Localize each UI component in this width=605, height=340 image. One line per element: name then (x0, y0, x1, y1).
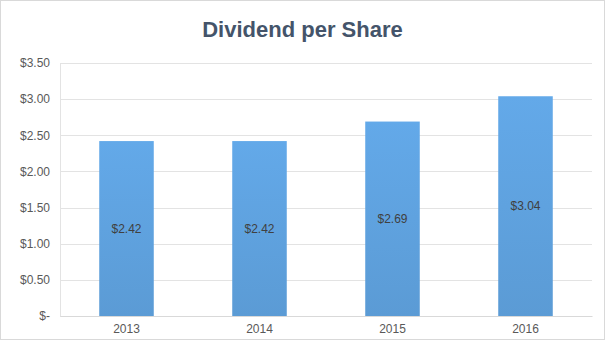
grid (60, 64, 592, 317)
x-tick: 2016 (512, 316, 539, 336)
x-tick: 2015 (379, 316, 406, 336)
chart: Dividend per Share $- $0.50 $1.00 $1.50 $2.00… (0, 0, 605, 340)
y-tick-label: $2.00 (20, 165, 50, 179)
y-tick: $1.50 (20, 201, 60, 215)
y-tick: $0.50 (20, 273, 60, 287)
chart-border (1, 1, 605, 340)
x-axis-line (61, 316, 593, 317)
bar (365, 122, 420, 316)
x-tick-label: 2016 (512, 322, 539, 336)
y-tick: $- (39, 309, 60, 323)
data-label: $2.42 (244, 222, 274, 236)
bars (99, 96, 553, 316)
y-tick: $2.50 (20, 129, 60, 143)
bar (232, 141, 287, 316)
y-tick: $2.00 (20, 165, 60, 179)
bar (498, 96, 553, 316)
y-axis: $- $0.50 $1.00 $1.50 $2.00 $2.50 $3.00 $3.50 (20, 56, 61, 323)
y-tick-label: $1.50 (20, 201, 50, 215)
y-tick: $1.00 (20, 237, 60, 251)
title: Dividend per Share (202, 17, 403, 42)
grid-line (60, 63, 592, 64)
x-tick: 2014 (246, 316, 273, 336)
x-tick-label: 2013 (113, 322, 140, 336)
data-label: $2.69 (377, 212, 407, 226)
data-labels: $2.42 $2.42 $2.69 $3.04 (111, 199, 540, 235)
bar (99, 141, 154, 316)
y-tick-label: $3.50 (20, 56, 50, 70)
y-tick-label: $- (39, 309, 50, 323)
y-tick-label: $2.50 (20, 129, 50, 143)
y-tick: $3.00 (20, 92, 60, 106)
y-tick-label: $1.00 (20, 237, 50, 251)
x-tick: 2013 (113, 316, 140, 336)
data-label: $2.42 (111, 222, 141, 236)
y-tick-label: $3.00 (20, 92, 50, 106)
y-tick: $3.50 (20, 56, 60, 70)
y-axis-line (60, 64, 61, 317)
x-axis: 2013 2014 2015 2016 (61, 316, 593, 336)
plot-area: $- $0.50 $1.00 $1.50 $2.00 $2.50 $3.00 $3.50 201… (20, 56, 593, 335)
y-tick-label: $0.50 (20, 273, 50, 287)
grid-line (60, 316, 592, 317)
data-label: $3.04 (510, 199, 540, 213)
x-tick-label: 2015 (379, 322, 406, 336)
x-tick-label: 2014 (246, 322, 273, 336)
